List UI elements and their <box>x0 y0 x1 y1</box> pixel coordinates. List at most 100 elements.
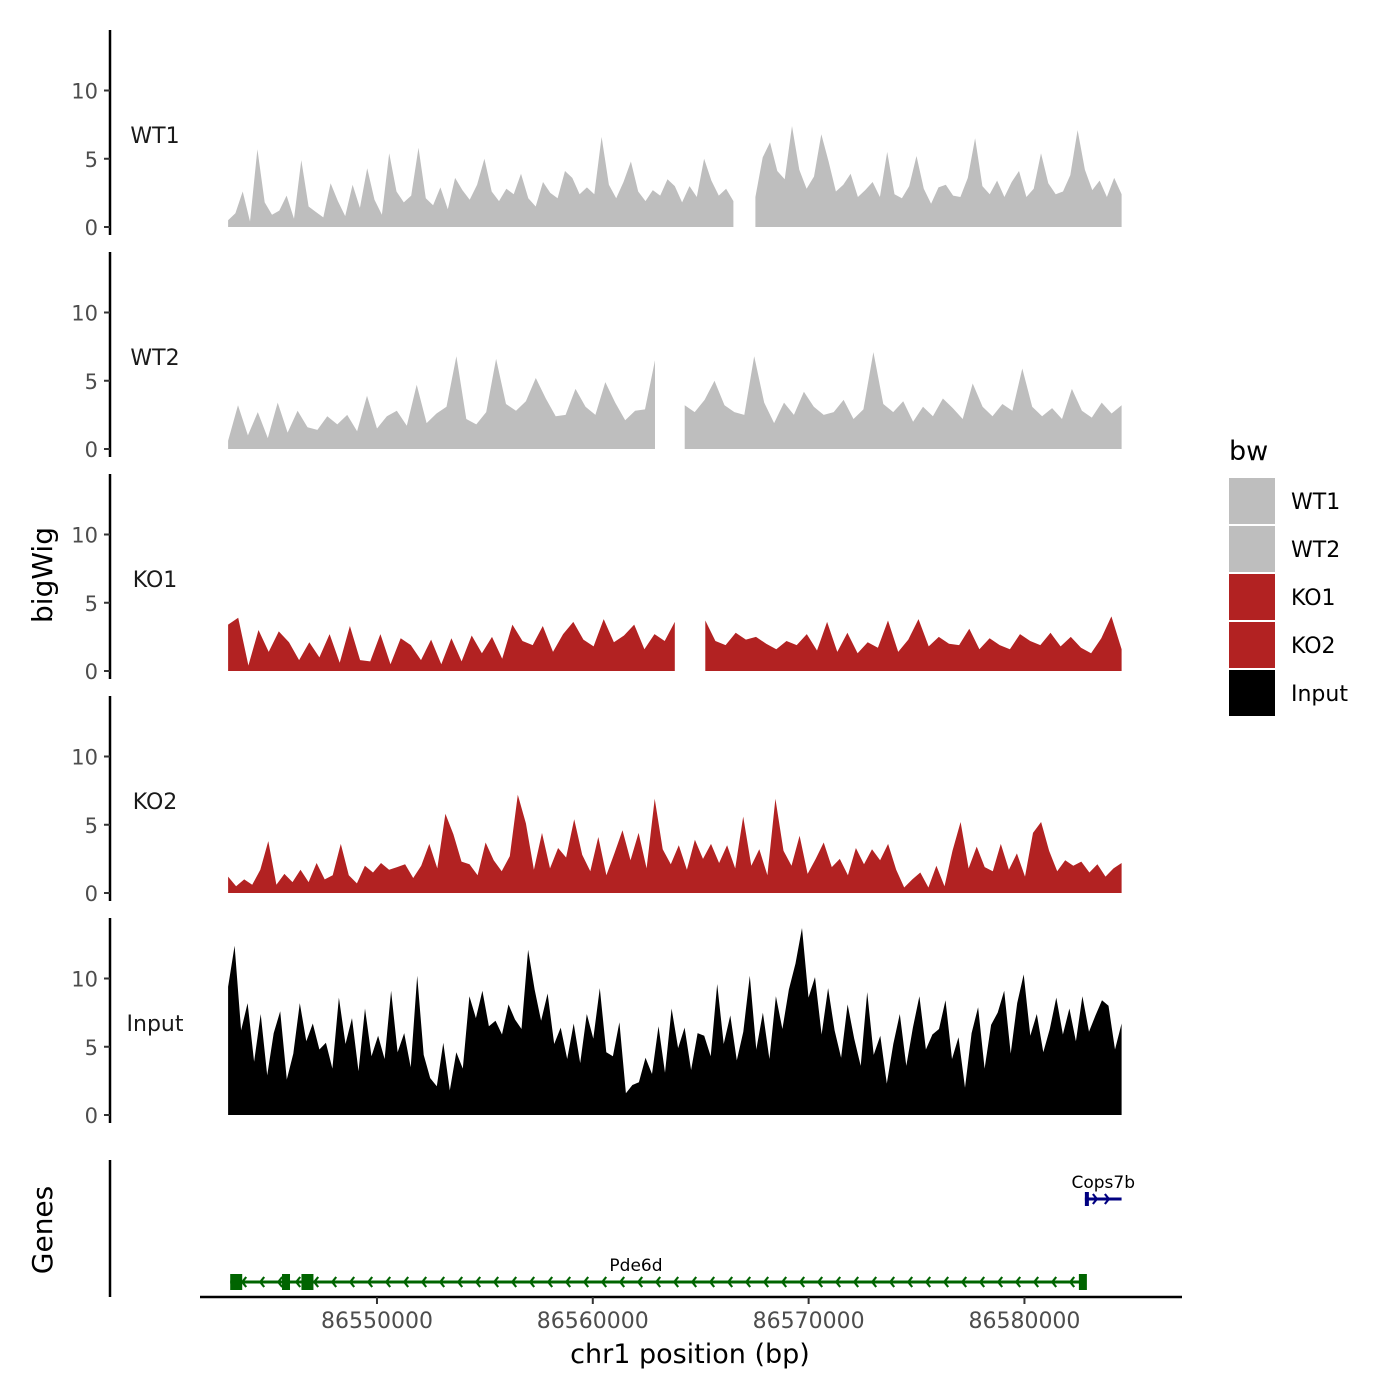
y-tick-label: 10 <box>71 80 98 104</box>
y-tick-label: 5 <box>85 814 98 838</box>
strand-arrow <box>1032 1276 1040 1288</box>
legend-label: WT1 <box>1291 490 1340 515</box>
tracks-layer: 0 5 10 WT1 0 5 10 WT2 0 5 10 KO1 0 5 10 KO2 0 5 10 Input <box>71 30 1122 1128</box>
exon <box>1078 1274 1087 1290</box>
legend-label: KO1 <box>1291 586 1336 611</box>
gene-label: Cops7b <box>1071 1173 1135 1193</box>
x-tick-label: 86570000 <box>753 1309 865 1334</box>
strand-arrow <box>1014 1276 1022 1288</box>
strand-arrow <box>780 1276 788 1288</box>
signal-area-wt2 <box>228 356 655 449</box>
track-label: KO1 <box>133 568 178 593</box>
strand-arrow <box>600 1276 608 1288</box>
y-tick-label: 0 <box>85 216 98 240</box>
strand-arrow <box>276 1276 284 1288</box>
strand-arrow <box>1050 1276 1058 1288</box>
strand-arrow <box>1068 1276 1076 1288</box>
strand-arrow <box>726 1276 734 1288</box>
y-axis-title: bigWig <box>26 527 59 623</box>
strand-arrow <box>312 1276 320 1288</box>
track-panel-input: 0 5 10 Input <box>71 918 1122 1128</box>
signal-area-ko1 <box>705 616 1122 671</box>
genes-axis-label: Genes <box>26 1186 59 1274</box>
strand-arrow <box>960 1276 968 1288</box>
legend: bw WT1 WT2 KO1 KO2 Input <box>1229 436 1348 716</box>
gene-pde6d: Pde6d <box>230 1256 1087 1290</box>
strand-arrow <box>420 1276 428 1288</box>
y-tick-label: 5 <box>85 148 98 172</box>
y-tick-label: 0 <box>85 882 98 906</box>
y-tick-label: 10 <box>71 746 98 770</box>
strand-arrow <box>834 1276 842 1288</box>
strand-arrow <box>438 1276 446 1288</box>
signal-area-ko1 <box>228 617 675 671</box>
track-label: WT2 <box>130 346 179 371</box>
legend-key-ko1 <box>1229 574 1275 620</box>
strand-arrow <box>708 1276 716 1288</box>
track-panel-wt2: 0 5 10 WT2 <box>71 252 1122 462</box>
strand-arrow <box>348 1276 356 1288</box>
strand-arrow <box>402 1276 410 1288</box>
strand-arrow <box>672 1276 680 1288</box>
signal-area-input <box>228 928 1122 1115</box>
strand-arrow <box>384 1276 392 1288</box>
legend-title: bw <box>1229 436 1268 467</box>
strand-arrow <box>510 1276 518 1288</box>
legend-key-input <box>1229 670 1275 716</box>
strand-arrow <box>528 1276 536 1288</box>
strand-arrow <box>258 1276 266 1288</box>
strand-arrow <box>330 1276 338 1288</box>
exon <box>1084 1192 1089 1206</box>
y-tick-label: 5 <box>85 592 98 616</box>
strand-arrow <box>618 1276 626 1288</box>
signal-area-wt1 <box>755 126 1122 227</box>
y-tick-label: 5 <box>85 370 98 394</box>
legend-label: KO2 <box>1291 634 1336 659</box>
track-panel-ko2: 0 5 10 KO2 <box>71 696 1122 906</box>
strand-arrow <box>690 1276 698 1288</box>
y-tick-label: 10 <box>71 524 98 548</box>
strand-arrow <box>798 1276 806 1288</box>
x-tick-label: 86580000 <box>968 1309 1080 1334</box>
exon <box>301 1274 314 1290</box>
strand-arrow <box>942 1276 950 1288</box>
y-tick-label: 0 <box>85 438 98 462</box>
y-tick-label: 10 <box>71 968 98 992</box>
track-panel-wt1: 0 5 10 WT1 <box>71 30 1122 240</box>
x-axis-title: chr1 position (bp) <box>570 1339 810 1370</box>
signal-area-wt1 <box>228 136 734 227</box>
strand-arrow <box>294 1276 302 1288</box>
genes-track: Genes Pde6d Cops7b <box>26 1160 1135 1297</box>
strand-arrow <box>816 1276 824 1288</box>
strand-arrow <box>1104 1193 1111 1205</box>
strand-arrow <box>564 1276 572 1288</box>
legend-key-wt1 <box>1229 478 1275 524</box>
y-tick-label: 0 <box>85 1104 98 1128</box>
strand-arrow <box>888 1276 896 1288</box>
signal-area-wt2 <box>684 352 1122 449</box>
strand-arrow <box>906 1276 914 1288</box>
legend-label: WT2 <box>1291 538 1340 563</box>
signal-area-ko2 <box>228 794 1122 893</box>
strand-arrow <box>852 1276 860 1288</box>
track-label: Input <box>127 1012 184 1037</box>
gene-label: Pde6d <box>609 1256 662 1276</box>
strand-arrow <box>636 1276 644 1288</box>
strand-arrow <box>456 1276 464 1288</box>
strand-arrow <box>546 1276 554 1288</box>
strand-arrow <box>654 1276 662 1288</box>
x-tick-label: 86560000 <box>537 1309 649 1334</box>
strand-arrow <box>1092 1193 1099 1205</box>
y-tick-label: 10 <box>71 302 98 326</box>
track-panel-ko1: 0 5 10 KO1 <box>71 474 1122 684</box>
strand-arrow <box>924 1276 932 1288</box>
strand-arrow <box>366 1276 374 1288</box>
strand-arrow <box>870 1276 878 1288</box>
legend-key-wt2 <box>1229 526 1275 572</box>
strand-arrow <box>762 1276 770 1288</box>
strand-arrow <box>582 1276 590 1288</box>
strand-arrow <box>996 1276 1004 1288</box>
strand-arrow <box>474 1276 482 1288</box>
y-tick-label: 0 <box>85 660 98 684</box>
